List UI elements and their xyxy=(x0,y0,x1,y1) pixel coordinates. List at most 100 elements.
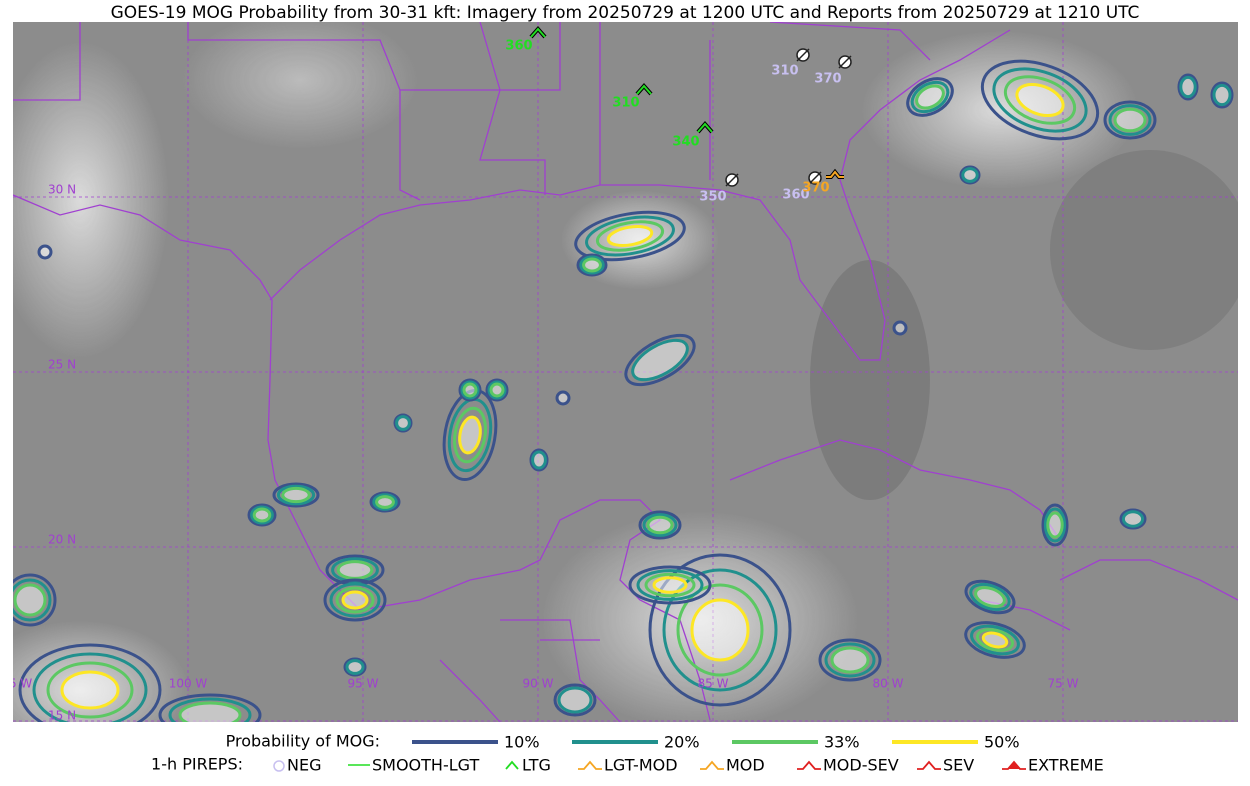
contour xyxy=(1177,73,1199,101)
pirep-symbol xyxy=(796,48,810,62)
contour xyxy=(585,215,675,257)
contour xyxy=(1212,83,1232,107)
map: 30 N 25 N 20 N 15 N 105 W 100 W 95 W 90 … xyxy=(0,22,1238,722)
legend-title: Probability of MOG: xyxy=(226,732,380,751)
legend-label: 20% xyxy=(664,733,700,752)
mog-contours xyxy=(13,59,1234,722)
legend-label: NEG xyxy=(287,756,321,775)
contour xyxy=(158,693,262,722)
contour xyxy=(372,493,398,511)
contour xyxy=(648,553,792,707)
contour xyxy=(37,244,53,260)
lon-label: 90 W xyxy=(523,677,554,691)
contour xyxy=(969,582,1011,612)
contour xyxy=(638,510,682,540)
legend-swatch xyxy=(797,760,821,770)
contour xyxy=(13,578,52,622)
contour xyxy=(555,390,571,406)
contour xyxy=(458,415,482,455)
contour xyxy=(1210,81,1234,109)
contour xyxy=(974,586,1006,608)
legend: Probability of MOG: 1-h PIREPS: 10% 20% 33… xyxy=(151,732,1104,775)
pirep-label: 360 xyxy=(782,188,809,203)
legend-swatch xyxy=(700,760,724,770)
contour xyxy=(992,67,1088,133)
legend-label: EXTREME xyxy=(1028,756,1104,775)
pirep-symbol xyxy=(838,55,852,69)
contour xyxy=(970,624,1020,656)
lat-label: 25 N xyxy=(48,358,76,372)
contour xyxy=(395,415,411,431)
pirep-label: 360 xyxy=(505,39,532,54)
contour xyxy=(1121,510,1145,528)
contour xyxy=(964,579,1016,615)
legend-label: SMOOTH-LGT xyxy=(372,756,479,775)
contour xyxy=(646,515,674,535)
contour xyxy=(624,333,696,387)
contour xyxy=(644,572,696,598)
contour xyxy=(453,406,487,464)
pirep-symbol xyxy=(725,173,739,187)
contour xyxy=(168,697,252,722)
contour xyxy=(529,448,549,472)
contour xyxy=(631,338,689,382)
contour xyxy=(915,84,945,110)
legend-swatch xyxy=(1002,760,1026,770)
contour xyxy=(323,578,387,622)
contour xyxy=(250,505,274,525)
contour xyxy=(981,631,1009,649)
contour xyxy=(343,657,367,677)
contour xyxy=(980,59,1100,141)
contour xyxy=(369,491,401,513)
contour xyxy=(975,628,1015,652)
contour xyxy=(595,220,665,252)
legend-swatch xyxy=(505,760,519,770)
legend-label: LTG xyxy=(522,756,551,775)
legend-label: MOD-SEV xyxy=(823,756,899,775)
contour xyxy=(1015,82,1065,118)
legend-swatch xyxy=(578,760,602,770)
contour xyxy=(906,77,954,117)
contour xyxy=(662,568,778,692)
legend-label: LGT-MOD xyxy=(604,756,678,775)
contour xyxy=(13,583,47,617)
pirep-label: 310 xyxy=(771,64,798,79)
contour xyxy=(910,80,950,114)
contour xyxy=(458,378,482,402)
pirep-symbol xyxy=(530,27,546,38)
contour xyxy=(1041,503,1069,547)
contour xyxy=(32,652,148,722)
contour xyxy=(178,701,242,722)
pirep-label: 370 xyxy=(802,181,829,196)
contour xyxy=(345,659,365,675)
legend-label: MOD xyxy=(726,756,765,775)
contour xyxy=(964,621,1026,659)
contour xyxy=(818,638,882,682)
contour xyxy=(892,320,908,336)
contour xyxy=(628,565,712,605)
pirep-label: 350 xyxy=(699,190,726,205)
legend-title: 1-h PIREPS: xyxy=(151,755,243,774)
contour xyxy=(276,484,316,506)
contour xyxy=(1103,100,1157,140)
lon-label: 105 W xyxy=(0,677,32,691)
pirep-symbol xyxy=(826,170,844,178)
contour xyxy=(281,486,311,504)
contour xyxy=(329,582,381,618)
legend-swatch xyxy=(917,760,941,770)
contour xyxy=(375,495,395,509)
contour xyxy=(485,378,509,402)
pirep-symbol xyxy=(808,171,822,185)
pirep-symbol xyxy=(697,122,713,133)
contour xyxy=(489,382,505,398)
pirep-label: 340 xyxy=(672,135,699,150)
lon-label: 80 W xyxy=(873,677,904,691)
contour xyxy=(824,642,876,678)
lat-label: 30 N xyxy=(48,183,76,197)
pirep-symbol xyxy=(636,84,652,95)
contour xyxy=(1113,107,1147,133)
legend-label: 10% xyxy=(504,733,540,752)
contour xyxy=(336,560,374,580)
contour xyxy=(652,576,688,594)
